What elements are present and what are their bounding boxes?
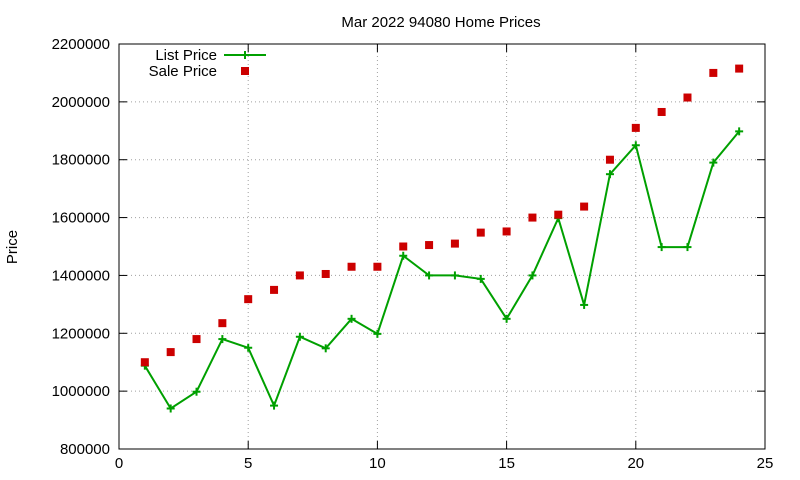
- data-point: [450, 239, 459, 248]
- legend-label: List Price: [155, 47, 217, 64]
- y-tick-label: 1800000: [52, 152, 110, 169]
- y-tick-label: 1000000: [52, 383, 110, 400]
- data-point: [605, 155, 614, 164]
- data-point: [425, 241, 434, 250]
- y-tick-label: 2200000: [52, 36, 110, 53]
- chart-title: Mar 2022 94080 Home Prices: [341, 14, 540, 31]
- data-point: [554, 210, 563, 219]
- data-point: [347, 262, 356, 271]
- y-axis-label: Price: [4, 230, 21, 264]
- data-point: [605, 170, 614, 179]
- data-point: [270, 285, 279, 294]
- x-tick-label: 5: [244, 455, 252, 472]
- data-point: [735, 127, 744, 136]
- data-point: [399, 242, 408, 251]
- x-tick-label: 0: [115, 455, 123, 472]
- data-point: [580, 202, 589, 211]
- data-point: [425, 271, 434, 280]
- series-0: [140, 127, 744, 413]
- data-point: [683, 243, 692, 252]
- data-point: [657, 243, 666, 252]
- data-point: [476, 274, 485, 283]
- data-point: [321, 269, 330, 278]
- y-tick-label: 800000: [60, 441, 110, 458]
- data-point: [347, 314, 356, 323]
- data-point: [295, 332, 304, 341]
- data-point: [657, 107, 666, 116]
- data-point: [528, 213, 537, 222]
- series-layer: [140, 64, 744, 413]
- x-tick-label: 15: [498, 455, 515, 472]
- data-point: [166, 404, 175, 413]
- legend-marker: [241, 51, 249, 59]
- data-point: [683, 93, 692, 102]
- series-1: [140, 64, 744, 367]
- y-tick-label: 1200000: [52, 325, 110, 342]
- data-point: [476, 228, 485, 237]
- data-point: [270, 401, 279, 410]
- data-point: [373, 329, 382, 338]
- data-point: [244, 343, 253, 352]
- data-point: [244, 295, 253, 304]
- data-point: [218, 335, 227, 344]
- data-point: [580, 300, 589, 309]
- data-point: [399, 251, 408, 260]
- x-tick-label: 10: [369, 455, 386, 472]
- data-point: [709, 68, 718, 77]
- legend-marker: [241, 67, 249, 75]
- data-point: [735, 64, 744, 73]
- x-tick-label: 25: [757, 455, 774, 472]
- data-point: [631, 123, 640, 132]
- y-tick-label: 1600000: [52, 210, 110, 227]
- data-point: [502, 314, 511, 323]
- series-line: [143, 130, 740, 410]
- y-tick-label: 2000000: [52, 94, 110, 111]
- data-point: [192, 335, 201, 344]
- data-point: [450, 271, 459, 280]
- data-point: [166, 348, 175, 357]
- plot-frame: [118, 43, 766, 450]
- y-tick-label: 1400000: [52, 267, 110, 284]
- data-point: [502, 227, 511, 236]
- axis-ticks: 0 5 10 15 20 25 800000 1000000 1200000 1400000 160…: [52, 36, 774, 472]
- data-point: [528, 271, 537, 280]
- data-point: [140, 358, 149, 367]
- data-point: [218, 319, 227, 328]
- data-point: [192, 387, 201, 396]
- data-point: [709, 158, 718, 167]
- data-point: [373, 262, 382, 271]
- data-point: [321, 344, 330, 353]
- data-point: [631, 141, 640, 150]
- legend-label: Sale Price: [149, 63, 217, 80]
- x-tick-label: 20: [627, 455, 644, 472]
- data-point: [295, 271, 304, 280]
